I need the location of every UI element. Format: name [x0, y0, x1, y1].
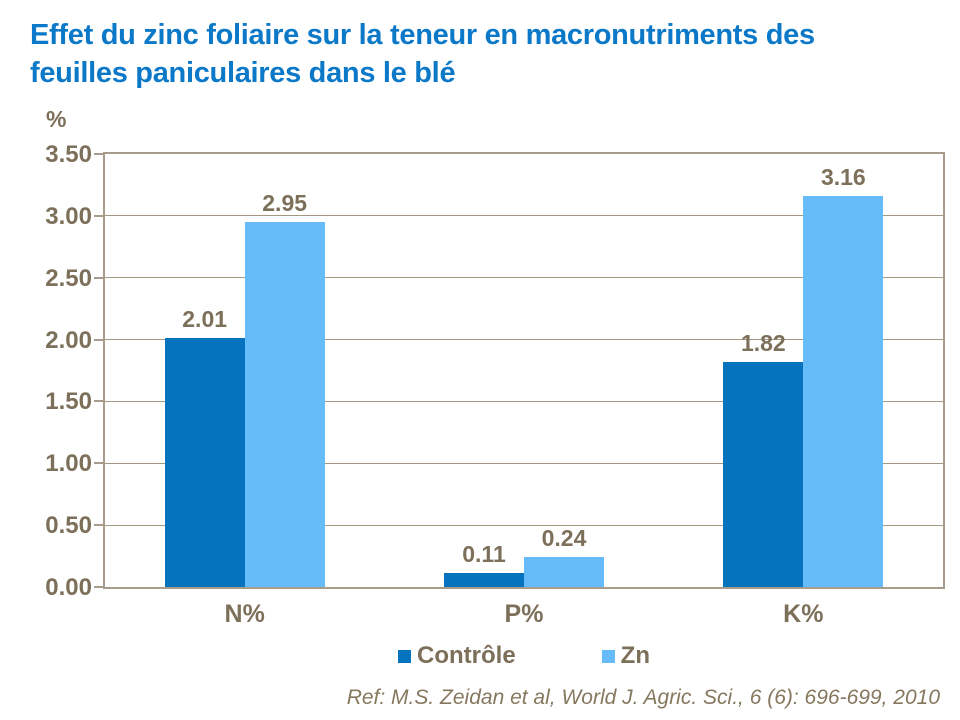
y-axis-tick-mark	[94, 586, 103, 588]
y-tick-label: 2.00	[45, 326, 92, 354]
legend-label: Contrôle	[417, 642, 516, 669]
chart-title-line2: feuilles paniculaires dans le blé	[30, 57, 456, 90]
bar-value-label: 0.24	[541, 525, 587, 552]
bar-contr-le-P	[444, 573, 524, 587]
y-axis-tick-mark	[94, 462, 103, 465]
y-axis-tick-labels: 0.00 0.50 1.00 1.50 2.00 2.50 3.00 3.50	[0, 141, 92, 601]
category-label: P%	[504, 600, 544, 628]
y-axis-tick-mark	[94, 524, 103, 527]
x-axis-category-labels: N% P% K%	[105, 600, 943, 632]
chart-title-line1: Effet du zinc foliaire sur la teneur en …	[30, 19, 815, 51]
bar-value-label: 2.95	[262, 190, 308, 217]
bar-value-label: 0.11	[462, 541, 506, 568]
y-tick-label: 0.00	[45, 574, 92, 601]
legend-item: Contrôle	[398, 642, 516, 670]
bar-contr-le-K	[723, 361, 804, 587]
bar-value-label: 2.01	[182, 306, 228, 333]
legend-swatch	[601, 649, 615, 663]
y-axis-tick-mark	[94, 214, 103, 217]
bar-value-label: 3.16	[820, 164, 866, 191]
y-tick-label: 3.00	[45, 202, 92, 230]
gridline	[105, 524, 943, 526]
bar-value-label: 1.82	[740, 329, 786, 356]
reference-citation: Ref: M.S. Zeidan et al, World J. Agric. …	[346, 686, 940, 709]
gridline	[105, 339, 943, 341]
y-axis-unit-label: %	[46, 106, 67, 132]
gridline	[105, 400, 943, 402]
y-axis-tick-mark	[94, 276, 103, 279]
bar-zn-N	[244, 222, 325, 587]
y-axis-tick-mark	[94, 338, 103, 341]
bar-zn-K	[803, 196, 884, 587]
bar-contr-le-N	[164, 338, 245, 587]
gridline	[105, 462, 943, 464]
legend-label: Zn	[620, 642, 650, 669]
legend-swatch	[398, 649, 411, 663]
y-tick-label: 0.50	[45, 512, 92, 540]
y-tick-label: 2.50	[45, 264, 92, 292]
y-tick-label: 1.00	[45, 450, 92, 478]
y-axis-tick-mark	[94, 153, 103, 155]
legend-item: Zn	[601, 642, 650, 670]
gridline	[105, 277, 943, 279]
y-tick-label: 3.50	[45, 141, 92, 168]
gridline	[105, 215, 943, 217]
y-tick-label: 1.50	[45, 388, 92, 416]
y-axis-tick-mark	[94, 400, 103, 403]
bar-zn-P	[524, 557, 604, 587]
plot-area: 2.01 0.11 1.82 2.95 0.24 3.16	[94, 152, 945, 589]
legend: Contrôle Zn	[105, 640, 943, 672]
category-label: K%	[783, 600, 824, 628]
category-label: N%	[224, 600, 265, 628]
chart-title: Effet du zinc foliaire sur la teneur en …	[30, 16, 942, 93]
